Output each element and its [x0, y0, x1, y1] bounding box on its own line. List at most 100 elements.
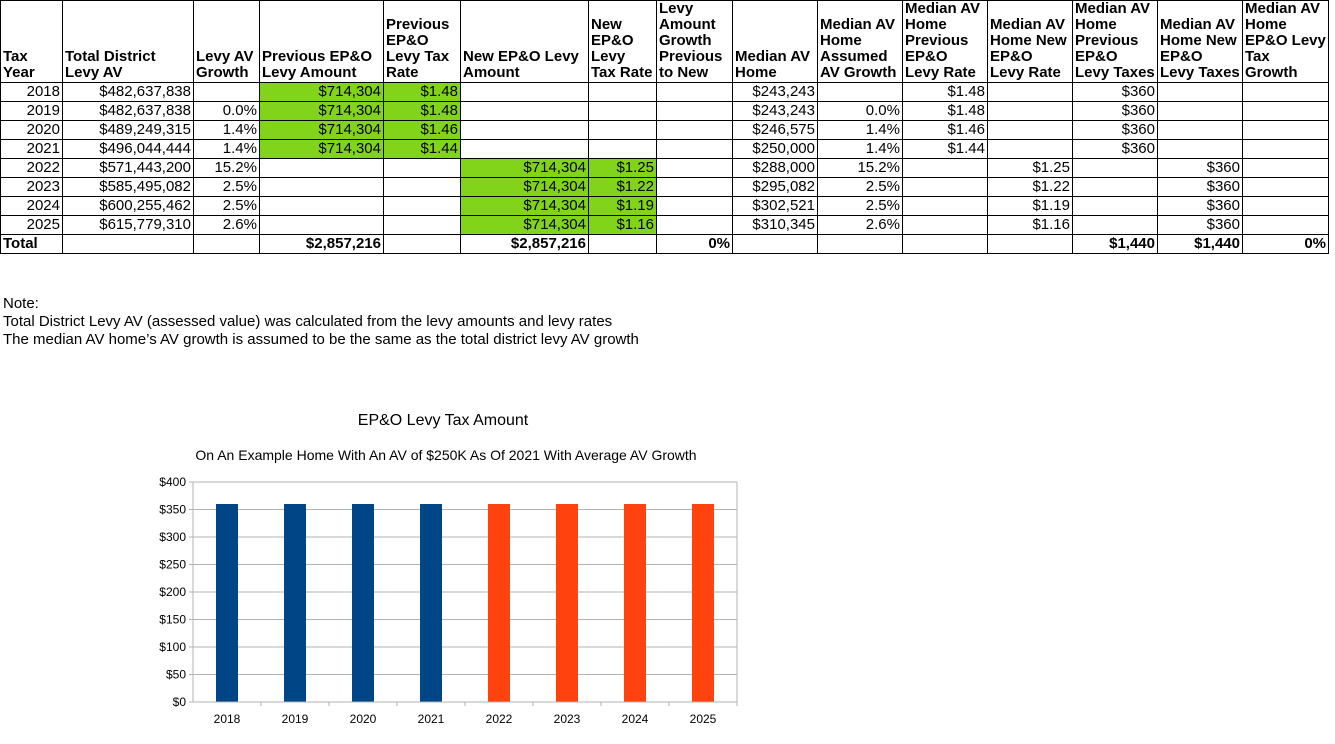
table-cell: $1.19: [588, 196, 657, 216]
total-cell: [987, 234, 1073, 254]
bar-2025: [692, 504, 714, 702]
header-cell: Median AV Home New EP&O Levy Rate: [987, 0, 1073, 83]
x-tick-label: 2018: [214, 712, 241, 726]
table-cell: [987, 139, 1073, 159]
table-cell: $360: [1157, 158, 1243, 178]
header-cell: Median AV Home New EP&O Levy Taxes: [1157, 0, 1243, 83]
table-cell: $360: [1157, 215, 1243, 235]
table-cell: [1072, 158, 1158, 178]
table-cell: [1072, 177, 1158, 197]
total-cell: 0%: [1242, 234, 1329, 254]
table-cell: $288,000: [732, 158, 818, 178]
table-cell: [987, 101, 1073, 121]
table-cell: 0.0%: [817, 101, 903, 121]
table-cell: [1242, 177, 1329, 197]
table-cell: [588, 120, 657, 140]
header-cell: Median AV Home: [732, 0, 818, 83]
table-cell: 2.6%: [817, 215, 903, 235]
table-cell: $714,304: [259, 82, 384, 102]
table-cell: 15.2%: [193, 158, 260, 178]
header-cell: New EP&O Levy Amount: [460, 0, 589, 83]
table-cell: $302,521: [732, 196, 818, 216]
table-cell: $714,304: [460, 158, 589, 178]
table-cell: [460, 120, 589, 140]
table-cell: 1.4%: [817, 120, 903, 140]
chart-y-axis: $0 $50 $100 $150 $200 $250 $300 $350 $400: [159, 475, 194, 709]
table-cell: [588, 82, 657, 102]
table-cell: [588, 139, 657, 159]
x-tick-label: 2021: [418, 712, 445, 726]
total-cell: [588, 234, 657, 254]
chart-x-axis: 2018 2019 2020 2021 2022 2023 2024 2025: [193, 701, 738, 726]
levy-tax-chart: EP&O Levy Tax Amount On An Example Home …: [159, 412, 738, 726]
table-cell: $482,637,838: [62, 101, 194, 121]
bar-2022: [488, 504, 510, 702]
table-cell: $714,304: [259, 139, 384, 159]
table-row: 2023 $585,495,082 2.5% $714,304 $1.22 $295,08…: [0, 177, 1329, 197]
total-cell: [902, 234, 988, 254]
header-cell: Median AV Home Assumed AV Growth: [817, 0, 903, 83]
total-cell: [62, 234, 194, 254]
table-cell: [656, 215, 733, 235]
chart-bars: [216, 504, 714, 702]
notes-line-1: Total District Levy AV (assessed value) …: [3, 313, 613, 330]
table-cell: 1.4%: [193, 120, 260, 140]
table-row: 2018 $482,637,838 $714,304 $1.48 $243,243 $1.…: [0, 82, 1329, 102]
table-cell: $714,304: [259, 101, 384, 121]
table-cell: $1.48: [383, 82, 461, 102]
total-cell: $1,440: [1072, 234, 1158, 254]
table-cell: $360: [1157, 196, 1243, 216]
table-cell: [902, 158, 988, 178]
table-cell: [902, 196, 988, 216]
table-cell: $295,082: [732, 177, 818, 197]
table-cell: 2.5%: [817, 196, 903, 216]
table-cell: [383, 215, 461, 235]
table-cell: [902, 215, 988, 235]
table-cell: $243,243: [732, 101, 818, 121]
table-cell: [1157, 82, 1243, 102]
total-cell: 0%: [656, 234, 733, 254]
table-cell: [1072, 215, 1158, 235]
table-cell: [193, 82, 260, 102]
table-cell: [1242, 196, 1329, 216]
total-cell: [817, 234, 903, 254]
bar-2024: [624, 504, 646, 702]
table-cell: $1.22: [987, 177, 1073, 197]
bar-2019: [284, 504, 306, 702]
table-cell: $1.48: [902, 82, 988, 102]
table-cell: $360: [1072, 82, 1158, 102]
table-cell: [656, 177, 733, 197]
table-cell: [588, 101, 657, 121]
header-cell: Median AV Home EP&O Levy Tax Growth: [1242, 0, 1329, 83]
table-cell: $250,000: [732, 139, 818, 159]
chart-subtitle: On An Example Home With An AV of $250K A…: [195, 447, 696, 463]
total-cell: $1,440: [1157, 234, 1243, 254]
bar-2023: [556, 504, 578, 702]
table-cell: [259, 158, 384, 178]
table-cell: [656, 101, 733, 121]
table-cell: $714,304: [259, 120, 384, 140]
table-cell: 1.4%: [193, 139, 260, 159]
y-tick-label: $0: [173, 695, 187, 709]
table-cell: [656, 158, 733, 178]
table-cell: [656, 120, 733, 140]
table-cell: 2019: [0, 101, 63, 121]
table-cell: [1242, 139, 1329, 159]
table-cell: [817, 82, 903, 102]
x-tick-label: 2024: [622, 712, 649, 726]
table-cell: [460, 82, 589, 102]
header-cell: Previous EP&O Levy Amount: [259, 0, 384, 83]
table-cell: $1.16: [588, 215, 657, 235]
header-cell: Median AV Home Previous EP&O Levy Taxes: [1072, 0, 1158, 83]
y-tick-label: $250: [159, 558, 186, 572]
table-cell: [1242, 120, 1329, 140]
table-cell: [902, 177, 988, 197]
table-cell: [1157, 120, 1243, 140]
table-cell: $1.46: [902, 120, 988, 140]
header-cell: Median AV Home Previous EP&O Levy Rate: [902, 0, 988, 83]
table-cell: $489,249,315: [62, 120, 194, 140]
header-cell: Previous EP&O Levy Tax Rate: [383, 0, 461, 83]
table-cell: $1.44: [902, 139, 988, 159]
table-cell: $714,304: [460, 177, 589, 197]
y-tick-label: $100: [159, 640, 186, 654]
